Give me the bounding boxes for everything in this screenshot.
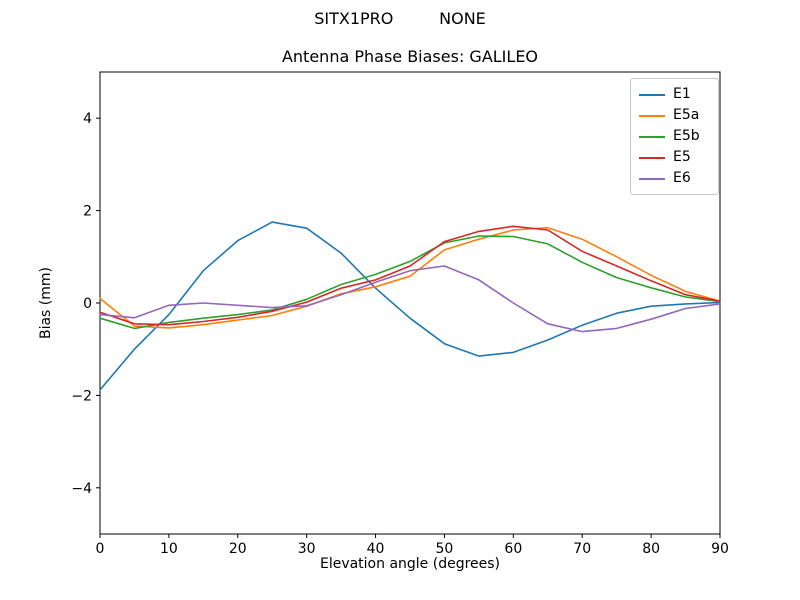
legend-item-E6: E6 — [631, 168, 718, 189]
y-tick-label: 4 — [83, 111, 92, 127]
legend-item-E1: E1 — [631, 84, 718, 105]
x-tick-label: 60 — [504, 541, 522, 557]
series-line-E5 — [99, 225, 721, 326]
x-tick-label: 80 — [642, 541, 660, 557]
legend-item-E5: E5 — [631, 147, 718, 168]
legend-label: E1 — [673, 86, 691, 102]
y-tick-label: −4 — [71, 481, 92, 497]
x-tick-label: 50 — [436, 541, 454, 557]
series-line-E5a — [99, 226, 721, 329]
series-line-E6 — [99, 265, 721, 333]
chart-title: Antenna Phase Biases: GALILEO — [281, 47, 539, 66]
x-tick-label: 40 — [367, 541, 385, 557]
y-axis-label: Bias (mm) — [38, 266, 54, 340]
legend-item-E5a: E5a — [631, 105, 718, 126]
series-lines — [99, 221, 721, 391]
x-tick-label: 30 — [298, 541, 316, 557]
x-tick-label: 10 — [160, 541, 178, 557]
legend-label: E5b — [673, 128, 700, 144]
legend-line-swatch — [639, 114, 665, 117]
x-tick-label: 20 — [229, 541, 247, 557]
figure-suptitle: SITX1PRO NONE — [314, 9, 486, 28]
y-tick-label: 0 — [83, 296, 92, 312]
x-tick-label: 70 — [573, 541, 591, 557]
legend-line-swatch — [639, 156, 665, 159]
series-line-E5b — [99, 235, 721, 330]
legend-line-swatch — [639, 135, 665, 138]
x-axis-label: Elevation angle (degrees) — [319, 556, 501, 572]
legend: E1 E5a E5b E5 E6 — [630, 78, 719, 195]
x-axis: 0 10 20 30 40 50 60 70 80 90 — [96, 534, 729, 557]
x-tick-label: 90 — [711, 541, 729, 557]
series-line-E1 — [99, 221, 721, 391]
legend-line-swatch — [639, 177, 665, 180]
legend-label: E5 — [673, 149, 691, 165]
y-axis: −4 −2 0 2 4 — [71, 111, 100, 497]
legend-item-E5b: E5b — [631, 126, 718, 147]
y-tick-label: −2 — [71, 388, 92, 404]
legend-label: E6 — [673, 170, 691, 186]
legend-line-swatch — [639, 93, 665, 96]
legend-label: E5a — [673, 107, 700, 123]
y-tick-label: 2 — [83, 204, 92, 220]
x-tick-label: 0 — [96, 541, 105, 557]
